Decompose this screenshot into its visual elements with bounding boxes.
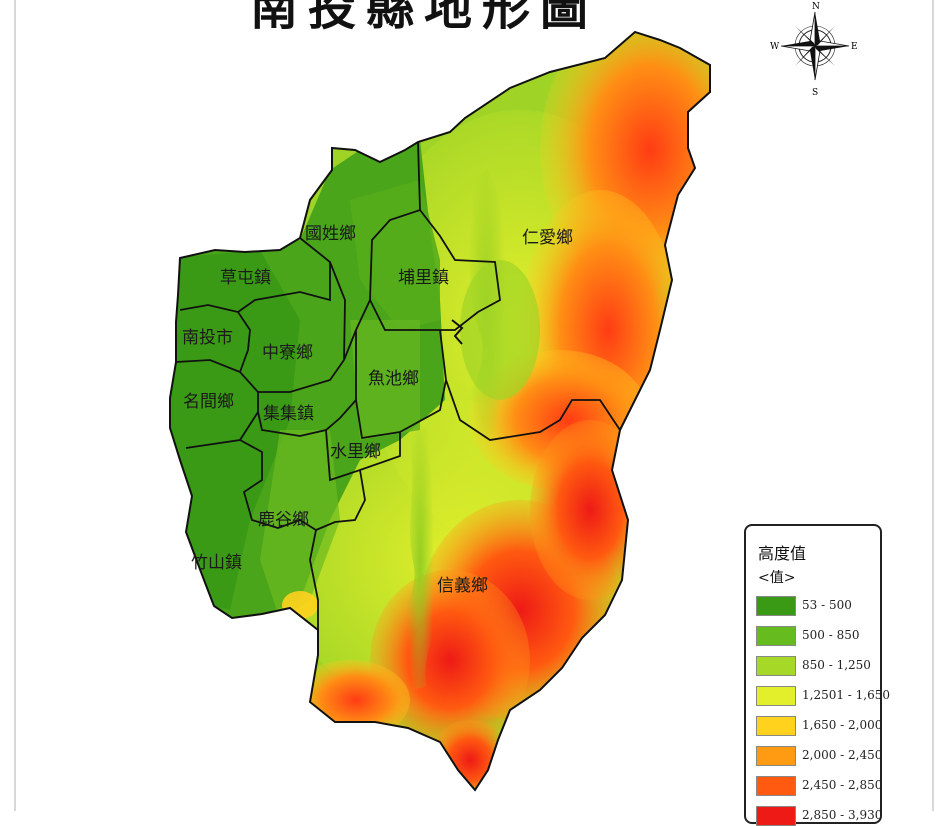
legend-item: 500 - 850 [756,624,880,646]
compass-w: W [770,42,780,52]
label-mingjian: 名間鄉 [183,392,234,412]
township-boundaries [175,141,621,630]
legend-swatch [756,656,796,676]
label-shuili: 水里鄉 [330,442,381,462]
legend-label: 2,450 - 2,850 [802,778,883,792]
frame-line [932,0,934,811]
legend-label: 1,2501 - 1,650 [802,688,891,702]
label-zhongliao: 中寮鄉 [262,343,313,363]
legend-label: 53 - 500 [802,598,852,612]
label-lugu: 鹿谷鄉 [258,510,309,530]
label-renai: 仁愛鄉 [522,228,573,248]
label-jiji: 集集鎮 [263,404,314,424]
label-guoxing: 國姓鄉 [305,224,356,244]
legend: 高度值 <值> 53 - 500 500 - 850 850 - 1,250 1… [744,524,890,826]
legend-label: 500 - 850 [802,628,860,642]
legend-item: 1,650 - 2,000 [756,714,883,736]
legend-item: 850 - 1,250 [756,654,880,676]
label-zhushan: 竹山鎮 [191,553,242,573]
legend-subtitle: <值> [758,570,796,586]
legend-swatch [756,686,796,706]
legend-label: 2,000 - 2,450 [802,748,883,762]
legend-swatch [756,776,796,796]
label-nantou: 南投市 [182,328,233,348]
compass-rose-icon: N S E W [770,2,858,98]
compass-n: N [812,2,820,12]
legend-item: 2,000 - 2,450 [756,744,883,766]
label-caotun: 草屯鎮 [220,268,271,288]
label-puli: 埔里鎮 [398,268,449,288]
legend-swatch [756,596,796,616]
label-xinyi: 信義鄉 [437,576,488,596]
legend-swatch [756,746,796,766]
frame-line [14,0,16,811]
legend-swatch [756,806,796,826]
legend-item: 2,450 - 2,850 [756,774,883,796]
compass-s: S [812,88,818,98]
label-yuchi: 魚池鄉 [368,369,419,389]
compass-e: E [851,42,858,52]
legend-label: 2,850 - 3,930 [802,808,883,822]
map-title: 南投縣地形圖 [250,0,599,36]
elevation-fill [170,32,710,790]
legend-swatch [756,716,796,736]
legend-item: 53 - 500 [756,594,880,616]
river-marker [451,319,464,345]
legend-title: 高度值 [758,544,807,563]
legend-label: 1,650 - 2,000 [802,718,883,732]
legend-label: 850 - 1,250 [802,658,871,672]
legend-swatch [756,626,796,646]
county-boundary [169,30,711,792]
legend-item: 1,2501 - 1,650 [756,684,890,706]
legend-item: 2,850 - 3,930 [756,804,883,826]
